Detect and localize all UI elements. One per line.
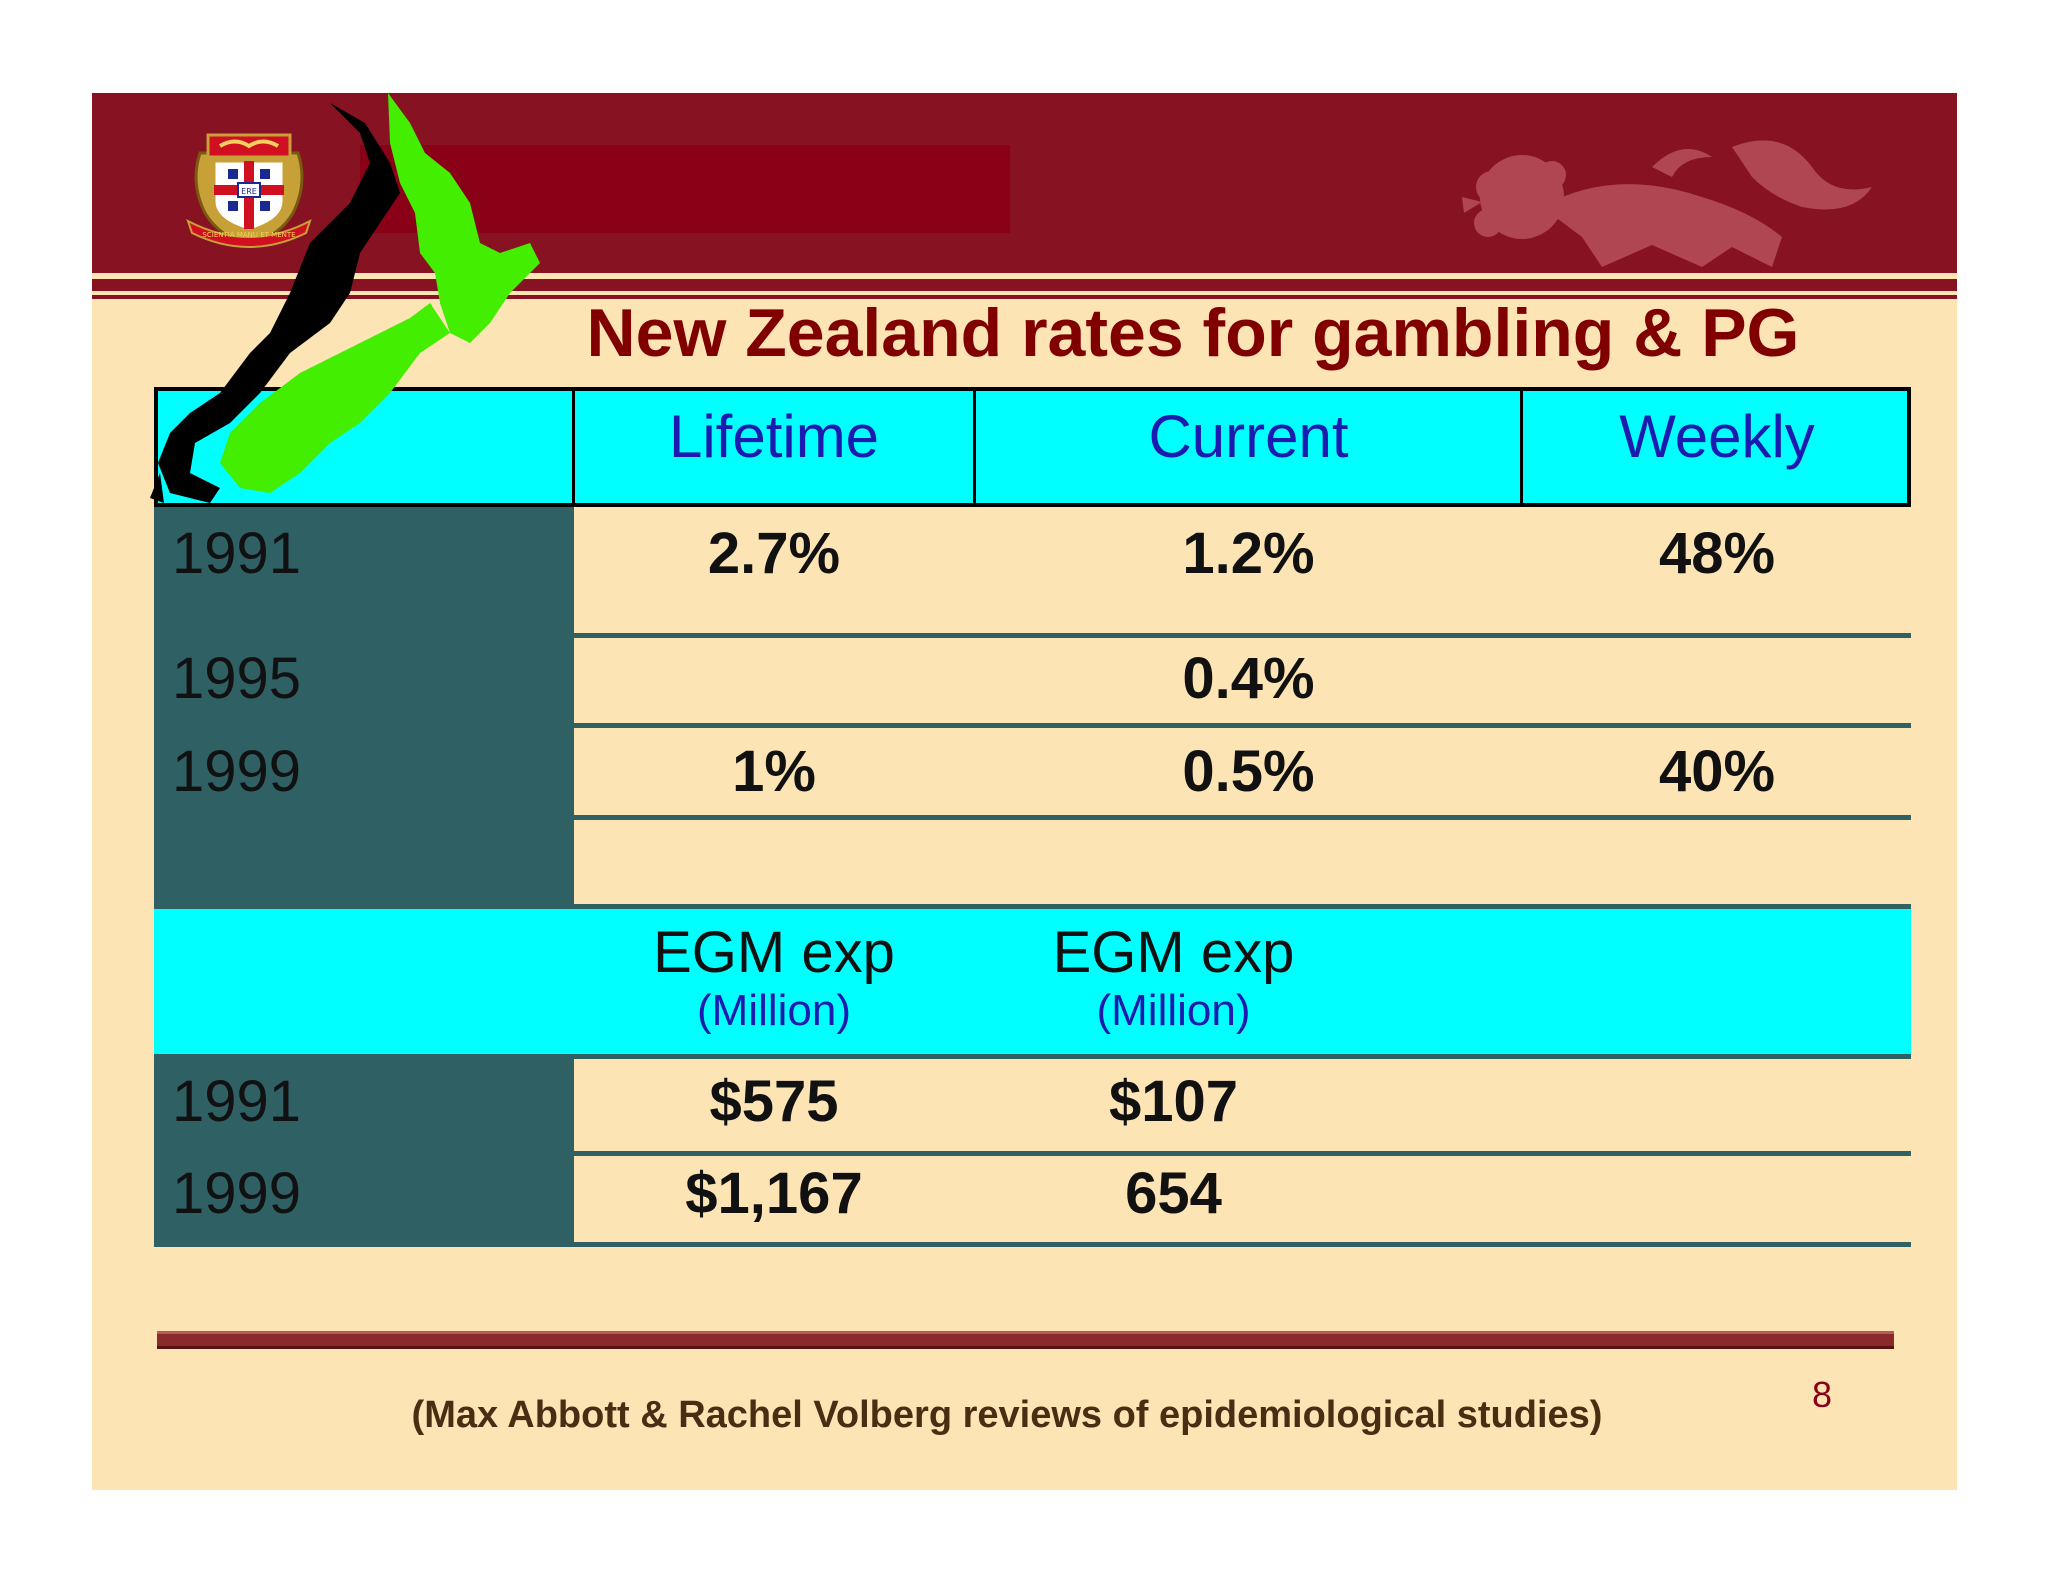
row-divider bbox=[154, 1054, 1911, 1059]
svg-text:SCIENTIA MANU ET MENTE: SCIENTIA MANU ET MENTE bbox=[202, 231, 295, 239]
column-divider bbox=[1520, 387, 1523, 507]
slide: SCIENTIA MANU ET MENTE ERE New Zealand bbox=[92, 93, 1957, 1490]
column-header-weekly: Weekly bbox=[1619, 403, 1815, 470]
lion-watermark-icon bbox=[1462, 140, 1872, 267]
row-divider bbox=[574, 723, 1911, 728]
svg-text:ERE: ERE bbox=[241, 187, 257, 196]
year-column bbox=[154, 1054, 574, 1244]
header-divider bbox=[92, 295, 1957, 299]
egm-column-header: EGM exp bbox=[1052, 920, 1295, 985]
row-divider bbox=[154, 1242, 1911, 1247]
crest-motto: SCIENTIA MANU ET MENTE bbox=[202, 231, 295, 239]
header-divider bbox=[92, 291, 1957, 295]
column-divider bbox=[572, 387, 575, 507]
row-year: 1991 bbox=[172, 521, 302, 586]
row-year: 1999 bbox=[172, 739, 302, 804]
slide-title: New Zealand rates for gambling & PG bbox=[586, 295, 1800, 371]
cell-egm-exp: 654 bbox=[1125, 1161, 1222, 1226]
cell-current: 0.5% bbox=[1182, 739, 1315, 804]
cell-egm-exp: $107 bbox=[1108, 1069, 1239, 1134]
table-header-row bbox=[154, 387, 1911, 507]
cell-current: 0.4% bbox=[1182, 646, 1315, 711]
row-year: 1995 bbox=[172, 646, 302, 711]
row-divider bbox=[574, 815, 1911, 820]
header-divider bbox=[92, 273, 1957, 279]
crest-book: ERE bbox=[241, 187, 257, 196]
cell-lifetime: 1% bbox=[732, 739, 816, 804]
footer-bar bbox=[157, 1331, 1894, 1349]
column-divider bbox=[973, 387, 976, 507]
cell-weekly: 48% bbox=[1658, 521, 1776, 586]
row-year: 1991 bbox=[172, 1069, 302, 1134]
column-header-current: Current bbox=[1148, 403, 1349, 470]
cell-egm-exp: $575 bbox=[709, 1069, 839, 1134]
year-column bbox=[154, 507, 574, 909]
row-divider bbox=[574, 633, 1911, 638]
egm-column-unit: (Million) bbox=[697, 986, 851, 1035]
egm-header-row bbox=[154, 909, 1911, 1054]
egm-column-header: EGM exp bbox=[653, 920, 895, 985]
header-divider bbox=[92, 279, 1957, 291]
cell-lifetime: 2.7% bbox=[707, 521, 841, 586]
column-header-lifetime: Lifetime bbox=[668, 403, 880, 470]
row-divider bbox=[574, 904, 1911, 909]
page-number: 8 bbox=[1812, 1374, 1833, 1415]
rates-table: Lifetime Current Weekly 1991 2.7% 1.2% 4… bbox=[154, 387, 1911, 1345]
row-year: 1999 bbox=[172, 1161, 302, 1226]
cell-egm-exp: $1,167 bbox=[685, 1161, 863, 1226]
cell-weekly: 40% bbox=[1658, 739, 1776, 804]
egm-column-unit: (Million) bbox=[1096, 986, 1251, 1035]
new-zealand-map-icon bbox=[150, 93, 540, 503]
university-crest-logo: SCIENTIA MANU ET MENTE ERE bbox=[186, 133, 312, 248]
citation: (Max Abbott & Rachel Volberg reviews of … bbox=[411, 1394, 1603, 1436]
row-divider bbox=[574, 1151, 1911, 1156]
cell-current: 1.2% bbox=[1182, 521, 1315, 586]
